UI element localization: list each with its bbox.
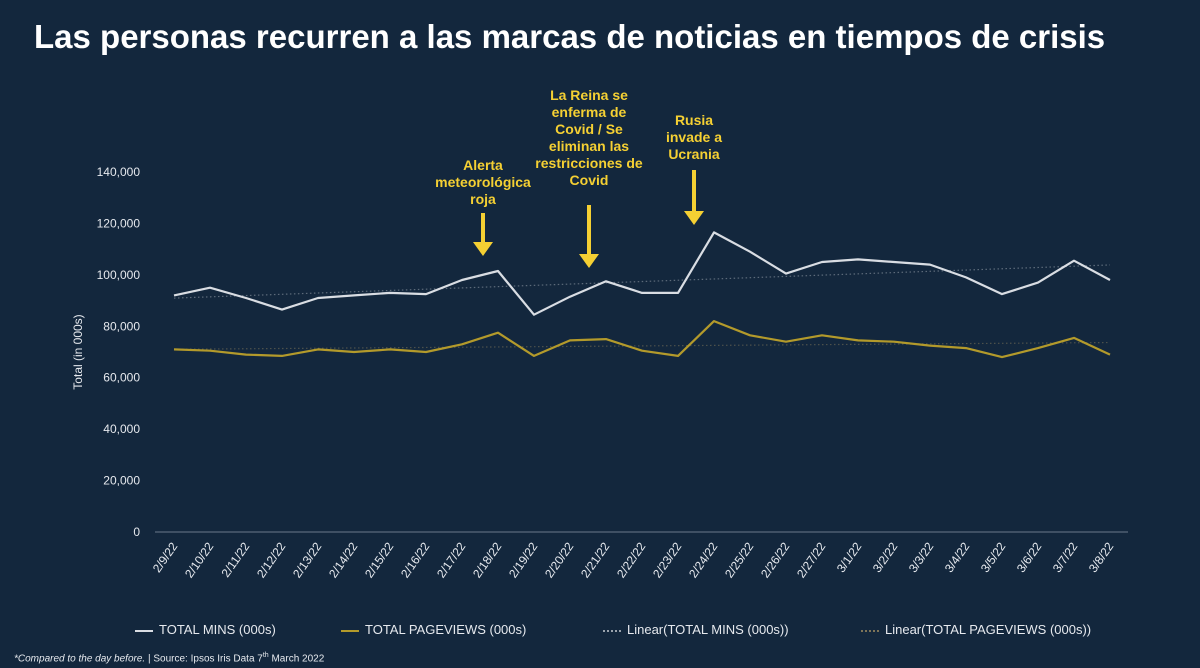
line-chart: 0 20,000 40,000 60,000 80,000 100,000 120,000 1…: [71, 87, 1128, 581]
legend-item-mins: TOTAL MINS (000s): [135, 622, 276, 637]
x-tick-label: 2/13/22: [290, 539, 325, 580]
x-tick-label: 3/8/22: [1086, 539, 1117, 575]
x-tick-label: 2/24/22: [686, 539, 721, 580]
x-tick-label: 2/17/22: [434, 539, 469, 580]
x-tick-label: 3/7/22: [1050, 539, 1081, 575]
x-tick-label: 2/10/22: [182, 539, 217, 580]
series-line-total-pageviews: [173, 320, 1111, 359]
x-tick-label: 2/21/22: [578, 539, 613, 580]
annotation-arrow-head: [473, 242, 493, 256]
x-tick-label: 2/18/22: [470, 539, 505, 580]
legend-label-linear-mins: Linear(TOTAL MINS (000s)): [627, 622, 789, 637]
y-tick-label: 0: [133, 525, 140, 539]
legend-swatch-mins: [135, 629, 153, 632]
legend-label-pageviews: TOTAL PAGEVIEWS (000s): [365, 622, 527, 637]
annotation-arrow-head: [684, 211, 704, 225]
chart-title: Las personas recurren a las marcas de no…: [34, 18, 1106, 55]
x-tick-label: 3/6/22: [1014, 539, 1045, 575]
legend-swatch-linear-mins: [603, 629, 621, 632]
y-tick-label: 100,000: [97, 268, 141, 282]
x-tick-label: 3/3/22: [906, 539, 937, 575]
y-tick-label: 120,000: [97, 216, 141, 230]
annotation-arrow-head: [579, 254, 599, 268]
legend-item-linear-mins: Linear(TOTAL MINS (000s)): [603, 622, 789, 637]
annotation-text: Rusia invade a Ucrania: [666, 112, 722, 162]
x-tick-label: 2/15/22: [362, 539, 397, 580]
x-tick-label: 2/27/22: [794, 539, 829, 580]
annotation-line: invade a: [666, 129, 722, 145]
annotation-line: Covid / Se: [555, 121, 623, 137]
y-tick-label: 40,000: [103, 422, 140, 436]
x-tick-label: 2/20/22: [542, 539, 577, 580]
series-line-total-mins: [173, 231, 1111, 316]
trend-line: [173, 341, 1111, 350]
footnote-italic: *Compared to the day before.: [14, 653, 146, 665]
x-tick-label: 2/23/22: [650, 539, 685, 580]
x-tick-label: 2/16/22: [398, 539, 433, 580]
x-tick-label: 3/2/22: [870, 539, 901, 575]
footnote-source: | Source: Ipsos Iris Data 7: [145, 653, 263, 665]
footnote-sup: th: [262, 652, 269, 659]
annotation-line: meteorológica: [435, 174, 531, 190]
annotation-text: Alerta meteorológica roja: [435, 157, 531, 207]
annotation-line: restricciones de: [535, 155, 643, 171]
annotation-line: Rusia: [675, 112, 713, 128]
footnote-date: March 2022: [268, 653, 325, 665]
legend-swatch-pageviews: [341, 629, 359, 632]
x-tick-label: 2/9/22: [150, 539, 181, 575]
annotation-line: Ucrania: [668, 146, 720, 162]
legend-label-linear-pageviews: Linear(TOTAL PAGEVIEWS (000s)): [885, 622, 1092, 637]
trend-line: [173, 264, 1111, 299]
x-tick-label: 3/1/22: [834, 539, 865, 575]
legend: TOTAL MINS (000s) TOTAL PAGEVIEWS (000s)…: [135, 622, 1135, 642]
annotation-line: Alerta: [463, 157, 503, 173]
y-tick-label: 60,000: [103, 371, 140, 385]
y-tick-label: 140,000: [97, 165, 141, 179]
y-tick-label: 20,000: [103, 474, 140, 488]
legend-item-linear-pageviews: Linear(TOTAL PAGEVIEWS (000s)): [861, 622, 1091, 637]
annotation-line: eliminan las: [549, 138, 629, 154]
x-tick-label: 2/26/22: [758, 539, 793, 580]
x-tick-label: 2/14/22: [326, 539, 361, 580]
annotation-line: roja: [470, 191, 496, 207]
axes: 0 20,000 40,000 60,000 80,000 100,000 120,000 1…: [71, 165, 1128, 581]
annotation-line: Covid: [570, 172, 609, 188]
x-tick-label: 2/19/22: [506, 539, 541, 580]
annotation-text: La Reina se enferma de Covid / Se eliminan …: [535, 87, 643, 188]
x-tick-label: 3/4/22: [942, 539, 973, 575]
legend-item-pageviews: TOTAL PAGEVIEWS (000s): [341, 622, 526, 637]
x-tick-label: 3/5/22: [978, 539, 1009, 575]
x-tick-label: 2/12/22: [254, 539, 289, 580]
annotation-line: La Reina se: [550, 87, 628, 103]
legend-swatch-linear-pageviews: [861, 629, 879, 632]
x-tick-label: 2/25/22: [722, 539, 757, 580]
annotation-line: enferma de: [552, 104, 627, 120]
y-axis-label: Total (in 000s): [71, 314, 85, 389]
series-lines: [173, 231, 1111, 359]
x-tick-label: 2/11/22: [219, 539, 253, 579]
footnote: *Compared to the day before. | Source: I…: [14, 652, 324, 664]
x-tick-label: 2/22/22: [614, 539, 649, 580]
y-tick-label: 80,000: [103, 319, 140, 333]
legend-label-mins: TOTAL MINS (000s): [159, 622, 276, 637]
